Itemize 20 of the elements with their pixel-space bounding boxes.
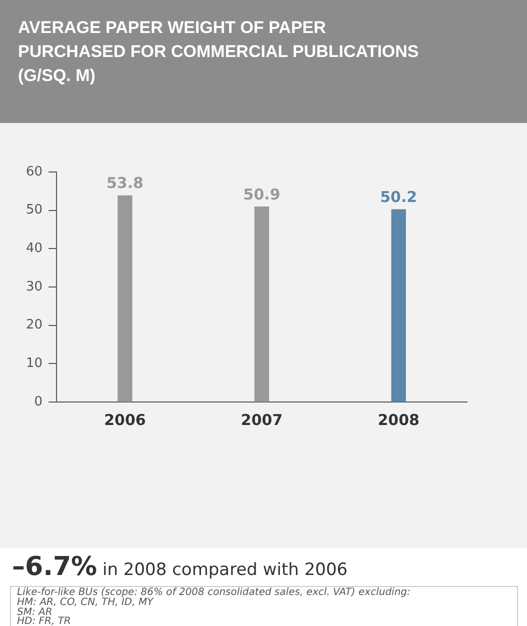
- text: Like-for-like BUs (scope: 86% of 2008 consolidated sales, excl. VAT) excluding:: [17, 587, 412, 598]
- text: HM: AR, CO, CN, TH, ID, MY: [17, 596, 155, 608]
- y-tick-label: 50: [26, 202, 43, 218]
- text: SM: AR: [17, 606, 52, 618]
- y-tick-label: 20: [26, 318, 43, 333]
- y-tick-label: 60: [26, 164, 43, 180]
- y-tick-label: 0: [34, 394, 43, 410]
- x-tick-label: 2007: [240, 410, 283, 429]
- data-label: 53.8: [106, 174, 144, 192]
- text: in 2008 compared with 2006: [102, 560, 348, 580]
- data-label: 50.9: [243, 185, 280, 204]
- text: –6.7%: [12, 552, 98, 582]
- text: HD: FR, TR: [17, 616, 72, 626]
- y-tick-label: 10: [26, 356, 43, 372]
- x-tick-label: 2008: [378, 410, 420, 429]
- y-tick-label: 40: [26, 241, 43, 256]
- x-tick-label: 2006: [104, 410, 146, 429]
- chart-title: AVERAGE PAPER WEIGHT OF PAPER PURCHASED FOR COMMERCIAL PUBLICATIONS (G/SQ. M): [18, 17, 420, 87]
- data-label: 50.2: [380, 188, 418, 206]
- y-tick-label: 30: [26, 279, 43, 294]
